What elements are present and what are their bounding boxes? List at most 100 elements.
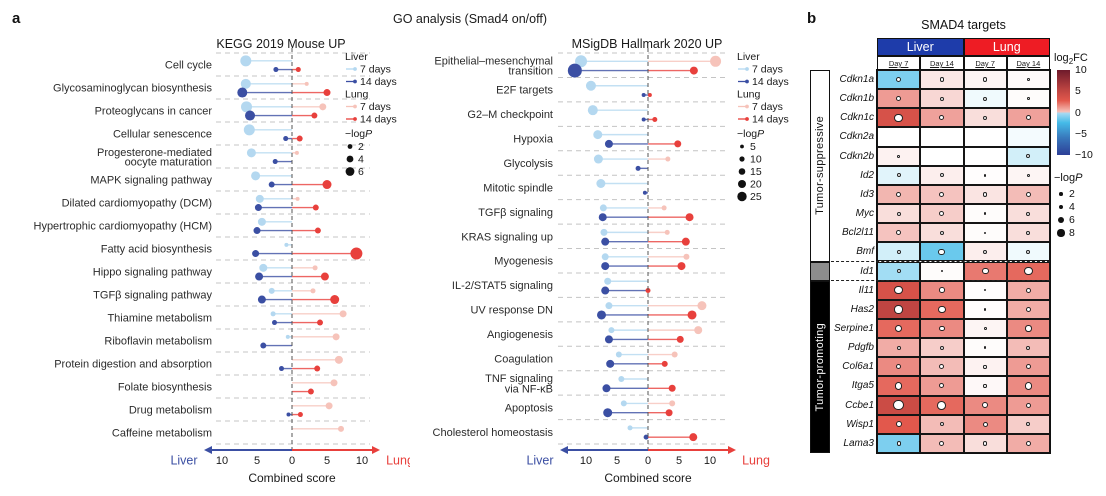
point-liver-7d <box>585 80 596 91</box>
heatmap-cell <box>1006 223 1050 243</box>
arrow-right-icon <box>728 446 736 454</box>
arrow-right-icon <box>372 446 380 454</box>
point-liver-14d <box>604 139 613 148</box>
point-liver-7d <box>257 217 266 226</box>
point-lung-14d <box>674 140 682 148</box>
panel-b: b SMAD4 targets Liver Lung Day 7 Day 14 Day 7… <box>800 0 1106 496</box>
point-lung-14d <box>311 112 318 119</box>
gene-label: Cdkn1c <box>840 112 874 124</box>
category-label: Cholesterol homeostasis <box>433 427 554 439</box>
cell-dot <box>981 401 989 409</box>
heatmap-cell <box>963 280 1007 300</box>
point-liver-14d <box>286 412 291 417</box>
point-liver-14d <box>255 272 264 281</box>
legend-size-title: −logP <box>737 128 764 140</box>
axis-label-liver: Liver <box>526 454 553 468</box>
point-lung-14d <box>323 89 331 97</box>
cell-dot <box>982 421 988 427</box>
heatmap-cell <box>963 299 1007 319</box>
cell-dot <box>896 345 901 350</box>
category-label: Fatty acid biosynthesis <box>101 244 213 256</box>
point-liver-7d <box>587 105 598 116</box>
cell-dot <box>939 173 944 178</box>
point-liver-14d <box>237 87 248 98</box>
cell-dot <box>983 441 988 446</box>
point-liver-14d <box>283 136 289 142</box>
heatmap-cell <box>920 127 964 147</box>
point-lung-7d <box>665 156 671 162</box>
cell-dot <box>983 327 987 330</box>
cell-dot <box>983 384 987 388</box>
point-lung-7d <box>661 205 667 211</box>
category-label: Glycosaminoglycan biosynthesis <box>53 83 212 95</box>
legend-marker-icon <box>353 104 357 109</box>
cell-dot <box>1026 422 1031 427</box>
axis-tick: 10 <box>580 455 592 467</box>
point-lung-14d <box>314 227 321 234</box>
cell-dot <box>896 441 901 446</box>
gene-label: Has2 <box>850 303 874 315</box>
size-legend-label: 4 <box>1069 201 1075 213</box>
legend-size-label: 5 <box>750 141 756 153</box>
heatmap-cell <box>1006 433 1050 453</box>
axis-tick: 0 <box>645 455 651 467</box>
cell-dot <box>1025 325 1032 332</box>
category-label: Protein digestion and absorption <box>54 359 212 371</box>
heatmap-cell <box>1006 395 1050 415</box>
legend-size-dot <box>738 180 746 188</box>
legend-liver-14d: 14 days <box>360 76 397 88</box>
cell-dot <box>896 191 902 197</box>
gene-label: Cdkn2a <box>839 131 874 143</box>
point-liver-14d <box>272 320 277 326</box>
figure-title: GO analysis (Smad4 on/off) <box>392 12 547 26</box>
point-liver-14d <box>641 93 646 98</box>
col-header-day: Day 7 <box>963 56 1007 70</box>
point-lung-7d <box>671 351 678 358</box>
heatmap-cell <box>877 127 921 147</box>
cell-dot <box>1025 306 1031 312</box>
colorbar-tick: −10 <box>1075 149 1093 161</box>
heatmap-cell <box>1006 108 1050 128</box>
cell-dot <box>896 211 901 216</box>
cell-dot <box>1026 249 1031 254</box>
legend-size-dot <box>347 144 353 149</box>
col-header-day: Day 14 <box>1006 56 1050 70</box>
heatmap-cell <box>963 242 1007 262</box>
axis-tick: 5 <box>324 455 330 467</box>
heatmap-cell <box>877 242 921 262</box>
heatmap-cell <box>877 165 921 185</box>
point-liver-7d <box>240 78 251 89</box>
point-liver-7d <box>240 55 252 67</box>
heatmap-cell <box>963 338 1007 358</box>
panel-a-label: a <box>12 10 21 27</box>
legend-marker-icon <box>353 117 357 121</box>
heatmap-cell <box>963 70 1007 90</box>
colorbar-tick: 0 <box>1075 106 1081 119</box>
cell-dot <box>1024 382 1033 390</box>
point-lung-7d <box>295 196 300 201</box>
cell-dot <box>983 77 988 82</box>
size-legend-label: 6 <box>1069 214 1075 226</box>
col-header-day: Day 14 <box>920 56 964 70</box>
point-lung-14d <box>330 295 340 305</box>
cell-dot <box>896 249 901 254</box>
point-liver-14d <box>598 213 607 222</box>
heatmap-cell <box>1006 184 1050 205</box>
cell-dot <box>937 400 947 410</box>
heatmap-cell <box>1006 70 1050 90</box>
legend-liver-7d: 7 days <box>360 64 391 76</box>
point-liver-7d <box>599 204 607 212</box>
point-liver-7d <box>608 327 615 334</box>
point-lung-7d <box>683 253 690 260</box>
category-label: Coagulation <box>494 353 553 365</box>
colorbar-tick: 10 <box>1075 64 1087 76</box>
heatmap-cell <box>877 89 921 109</box>
heatmap-cell <box>1006 242 1050 262</box>
heatmap-cell <box>963 165 1007 185</box>
gene-label: Serpine1 <box>833 322 874 334</box>
point-lung-7d <box>338 425 344 432</box>
cell-dot <box>983 115 988 120</box>
point-liver-14d <box>245 110 255 121</box>
heatmap-cell <box>877 261 921 281</box>
heatmap-cell <box>877 376 921 396</box>
